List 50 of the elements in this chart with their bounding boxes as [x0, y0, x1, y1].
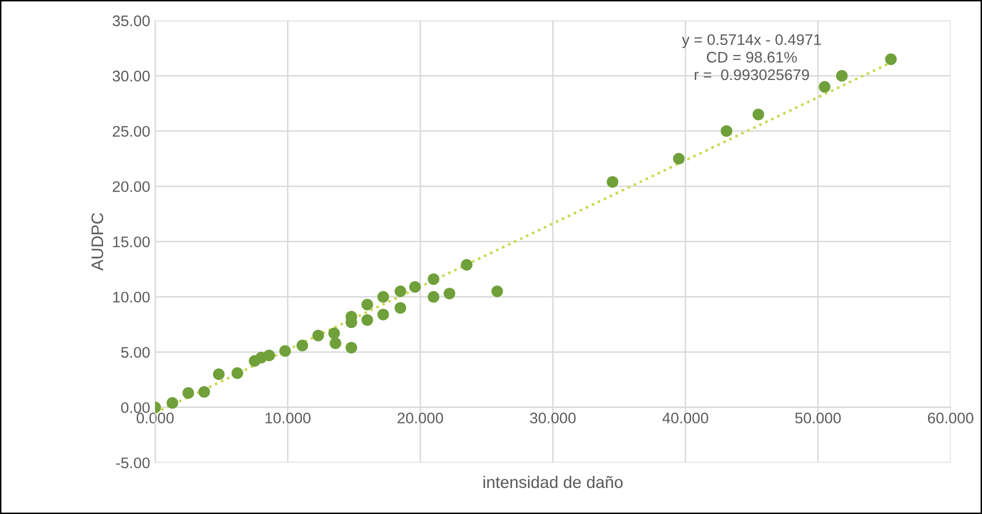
y-tick-label: 15.00 — [113, 236, 150, 248]
x-tick-label: 40.000 — [662, 412, 708, 424]
x-tick-label: 0.000 — [136, 412, 174, 424]
point — [394, 302, 406, 314]
y-tick-label: 25.00 — [112, 126, 150, 137]
point — [428, 291, 440, 303]
x-tick-label: 50.000 — [795, 412, 841, 424]
point — [752, 108, 764, 120]
y-tick-label: 20.00 — [112, 181, 150, 192]
point — [885, 53, 897, 66]
point — [198, 386, 210, 398]
y-axis-title: AUDPC — [91, 213, 104, 271]
x-tick-label: 20.000 — [398, 412, 444, 424]
point — [394, 286, 406, 298]
y-tick-label: 10.00 — [113, 292, 150, 303]
point — [263, 350, 275, 362]
point — [346, 342, 358, 354]
annotation: y = 0.5714x - 0.4971 CD = 98.61% r = 0.993025679 — [682, 34, 821, 80]
x-axis-title: intensidad de daño — [484, 476, 623, 488]
point — [312, 330, 324, 342]
point — [279, 345, 291, 357]
point — [377, 308, 389, 320]
point — [377, 291, 389, 303]
point — [166, 397, 178, 409]
point — [606, 176, 618, 188]
y-tick-label: -5.00 — [116, 457, 150, 468]
point — [672, 152, 685, 165]
y-tick-label: 30.00 — [112, 70, 150, 82]
point — [328, 327, 340, 340]
point — [361, 298, 374, 310]
point — [330, 337, 342, 350]
point — [428, 273, 440, 285]
point — [409, 281, 421, 293]
point — [361, 314, 374, 326]
x-tick-label: 30.000 — [530, 412, 576, 424]
point — [460, 258, 473, 271]
point — [182, 387, 194, 399]
y-tick-label: 0.00 — [121, 402, 150, 414]
point — [212, 368, 225, 380]
point — [296, 340, 308, 352]
point — [836, 70, 848, 82]
y-tick-label: 35.00 — [112, 15, 150, 26]
x-tick-label: 60.000 — [928, 412, 974, 424]
point — [444, 288, 456, 300]
x-tick-label: 10.000 — [266, 412, 310, 424]
point — [818, 81, 830, 93]
point — [491, 286, 503, 298]
point — [720, 125, 732, 137]
point — [232, 367, 244, 379]
y-tick-label: 5.00 — [121, 346, 150, 358]
